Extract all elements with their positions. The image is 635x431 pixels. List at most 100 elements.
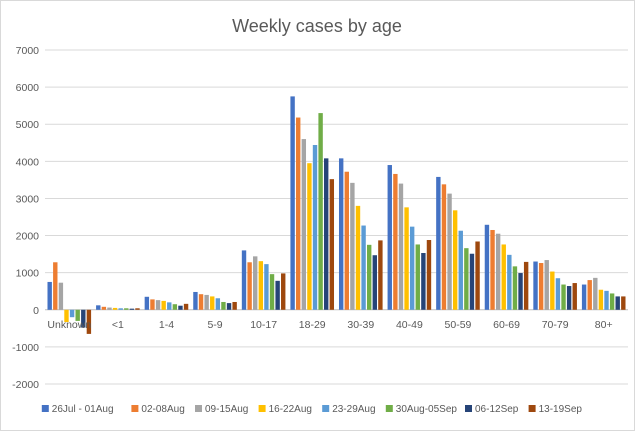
y-tick-label: 7000 [16, 45, 40, 57]
x-tick-label: 18-29 [299, 319, 326, 331]
x-tick-label: 80+ [595, 319, 613, 331]
bar [366, 244, 372, 310]
bar [101, 306, 107, 310]
bar [290, 96, 295, 310]
bar [581, 284, 587, 310]
bar [555, 278, 561, 310]
bar [372, 255, 377, 310]
bar [533, 261, 538, 310]
legend-swatch [465, 405, 472, 412]
x-tick-label: 5-9 [207, 319, 222, 331]
bar [312, 145, 318, 310]
bar [64, 309, 69, 323]
legend: 26Jul - 01Aug 02-08Aug 09-15Aug 16-22Aug 23-… [41, 404, 583, 415]
bar [538, 263, 544, 310]
bar [107, 307, 112, 310]
legend-item: 06-12Sep [465, 404, 519, 415]
bar [378, 240, 383, 310]
bar [258, 261, 264, 310]
bar [86, 309, 92, 334]
bar [161, 300, 166, 310]
x-tick-label: Unknown [47, 319, 91, 331]
legend-label: 26Jul - 01Aug [52, 404, 114, 415]
x-tick-label: 70-79 [542, 319, 569, 331]
legend-item: 23-29Aug [322, 404, 376, 415]
bar [329, 179, 335, 310]
bar [464, 248, 469, 310]
bar [338, 158, 344, 310]
y-tick-label: -1000 [12, 342, 39, 354]
bar [124, 308, 129, 310]
bar [318, 113, 323, 310]
bar [118, 308, 123, 310]
bar [198, 294, 204, 310]
bar [69, 309, 75, 318]
bar [247, 262, 252, 310]
legend-swatch [131, 405, 139, 412]
bar [150, 299, 155, 310]
bar [296, 117, 301, 310]
legend-swatch [195, 405, 202, 412]
bar [441, 184, 447, 310]
bar [81, 309, 86, 328]
bar [96, 305, 101, 310]
y-tick-label: -2000 [12, 379, 39, 391]
bar [598, 289, 604, 310]
x-tick-label: 40-49 [396, 319, 423, 331]
x-tick-label: <1 [112, 319, 124, 331]
bar [253, 256, 258, 310]
legend-swatch [322, 405, 330, 412]
bar [215, 298, 221, 310]
bar [324, 158, 329, 310]
bar [269, 274, 275, 310]
legend-label: 13-19Sep [539, 404, 583, 415]
x-tick-label: 60-69 [493, 319, 520, 331]
bar [53, 262, 58, 310]
legend-item: 02-08Aug [131, 404, 185, 415]
legend-swatch [385, 405, 393, 412]
bar [452, 210, 458, 310]
bar [615, 296, 620, 310]
bar [495, 233, 501, 310]
bar [183, 303, 189, 310]
legend-item: 13-19Sep [528, 404, 583, 415]
bar [587, 280, 592, 310]
bar [469, 253, 475, 310]
legend-label: 23-29Aug [332, 404, 375, 415]
y-tick-label: 1000 [16, 268, 40, 280]
bar [561, 284, 566, 310]
bar [344, 171, 349, 310]
bar [307, 163, 312, 310]
bar [129, 308, 135, 310]
bar [75, 309, 80, 321]
bar [275, 280, 280, 310]
y-tick-label: 2000 [16, 231, 40, 243]
bar [232, 301, 237, 310]
bar [361, 225, 366, 310]
bar [518, 273, 523, 310]
bar [609, 293, 615, 310]
gridlines [45, 49, 628, 385]
bar [421, 253, 426, 310]
bar [393, 173, 398, 310]
bar [226, 303, 232, 310]
bar [112, 307, 118, 310]
bar [621, 296, 626, 310]
bar [58, 282, 64, 310]
bars [47, 96, 626, 334]
bar [484, 224, 490, 310]
bar [501, 244, 506, 310]
bar [178, 305, 183, 310]
bar [593, 277, 598, 310]
bar [264, 264, 269, 310]
bar [409, 226, 415, 310]
bar [135, 308, 140, 310]
y-axis-ticks: -2000 -1000 0 1000 2000 3000 4000 5000 6000 7000 [12, 45, 39, 391]
bar [241, 250, 247, 310]
bar [572, 283, 577, 310]
x-axis-ticks: Unknown <1 1-4 5-9 10-17 18-29 30-39 40-49 50-59… [47, 319, 612, 331]
legend-label: 30Aug-05Sep [396, 404, 458, 415]
bar [458, 230, 463, 310]
